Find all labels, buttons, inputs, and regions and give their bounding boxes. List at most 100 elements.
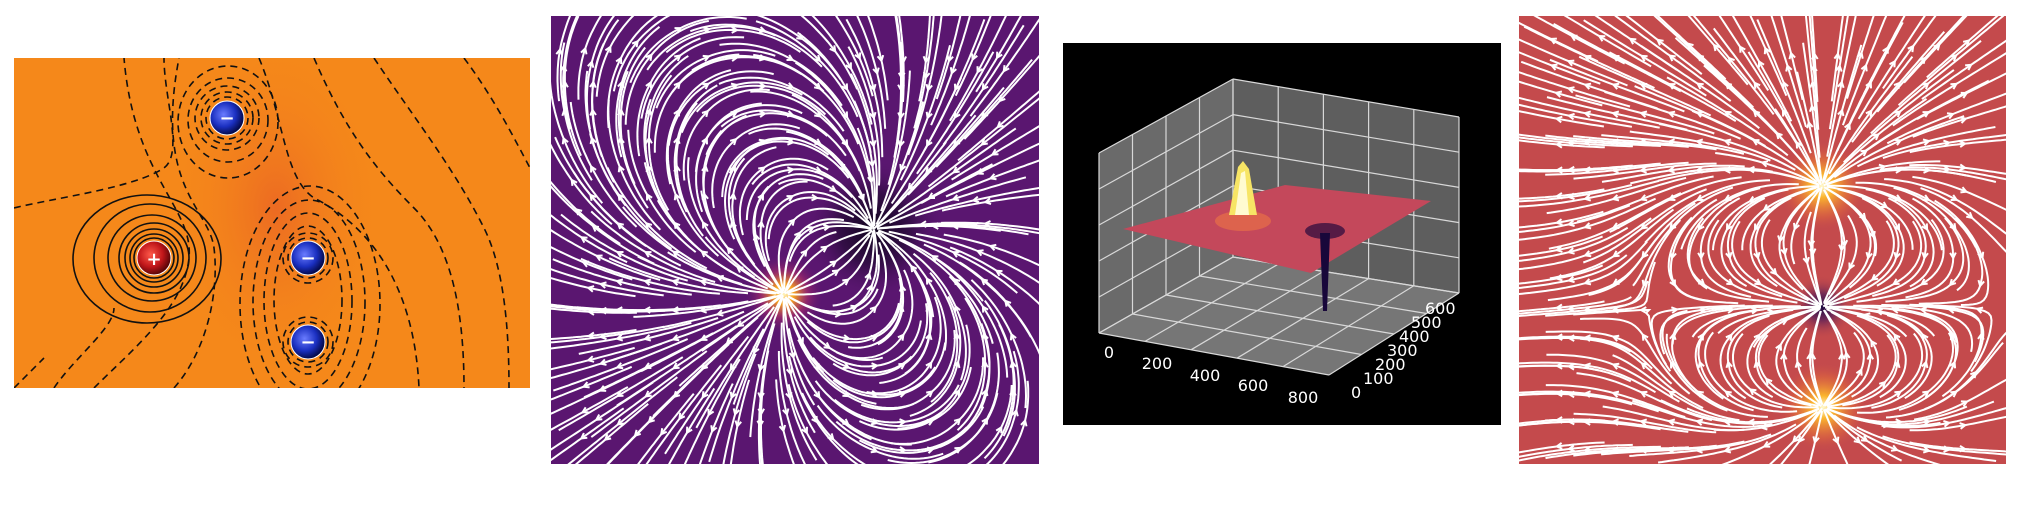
field-line bbox=[1731, 220, 1821, 308]
field-arrow bbox=[899, 163, 907, 172]
field-arrow bbox=[811, 193, 820, 202]
field-line bbox=[1811, 16, 1819, 102]
field-line bbox=[856, 16, 887, 129]
field-arrow bbox=[980, 138, 988, 146]
field-line bbox=[753, 53, 860, 145]
field-arrow bbox=[701, 220, 709, 229]
field-arrow bbox=[1751, 139, 1760, 146]
field-arrow bbox=[1611, 362, 1620, 370]
grid-line bbox=[1098, 78, 1234, 154]
field-arrow bbox=[1639, 418, 1648, 426]
field-arrow bbox=[1723, 138, 1732, 146]
field-arrow bbox=[1943, 420, 1952, 428]
field-arrow bbox=[1694, 446, 1703, 454]
field-line bbox=[559, 42, 593, 181]
field-line bbox=[1872, 197, 1927, 298]
field-line bbox=[1811, 310, 1824, 406]
field-line bbox=[907, 16, 943, 156]
field-arrow bbox=[782, 408, 790, 417]
field-line bbox=[1909, 164, 2006, 175]
field-line bbox=[897, 324, 971, 430]
field-line bbox=[612, 16, 671, 92]
field-line bbox=[1920, 187, 2006, 253]
field-line bbox=[1612, 354, 1740, 422]
charge-negative-middle-label: − bbox=[300, 248, 315, 269]
field-line bbox=[589, 133, 673, 250]
field-arrow bbox=[1753, 81, 1761, 89]
field-line bbox=[1519, 300, 1605, 313]
field-arrow bbox=[1919, 278, 1928, 286]
field-line bbox=[787, 230, 875, 296]
field-line bbox=[1519, 445, 1661, 462]
field-arrow bbox=[1666, 138, 1675, 146]
field-arrow bbox=[786, 166, 796, 174]
field-line bbox=[1909, 441, 2006, 453]
field-arrow bbox=[869, 83, 877, 92]
field-arrow bbox=[1907, 44, 1915, 53]
field-arrow bbox=[698, 306, 708, 314]
field-line bbox=[1826, 334, 1897, 408]
field-line bbox=[1790, 187, 1821, 265]
surface-mesh bbox=[1123, 161, 1431, 311]
field-line bbox=[1780, 16, 1804, 101]
field-line bbox=[850, 73, 878, 214]
field-line bbox=[665, 69, 732, 185]
field-line bbox=[720, 109, 847, 157]
field-line bbox=[1519, 240, 1648, 296]
field-arrow bbox=[854, 52, 862, 61]
field-line bbox=[879, 269, 933, 384]
field-arrow bbox=[1697, 360, 1705, 369]
field-line bbox=[1804, 16, 1821, 158]
field-arrow bbox=[1837, 108, 1845, 117]
field-line bbox=[1782, 307, 1822, 407]
field-line bbox=[1519, 217, 1652, 271]
field-line bbox=[941, 221, 1039, 231]
field-arrow bbox=[707, 408, 715, 417]
field-line bbox=[816, 404, 944, 460]
y-tick-0: 0 bbox=[1351, 383, 1361, 402]
field-arrow bbox=[702, 54, 711, 62]
field-arrow bbox=[715, 309, 724, 317]
dipole-streamplot bbox=[551, 16, 1039, 464]
field-arrow bbox=[1933, 43, 1941, 51]
field-line bbox=[1918, 217, 1984, 305]
field-arrow bbox=[988, 173, 997, 181]
field-arrow bbox=[1893, 360, 1901, 369]
field-line bbox=[590, 210, 716, 283]
field-line bbox=[1774, 108, 1822, 185]
field-line bbox=[791, 93, 872, 209]
field-arrow bbox=[813, 82, 822, 90]
field-arrow bbox=[983, 197, 992, 206]
field-line bbox=[847, 46, 881, 186]
field-arrow bbox=[598, 281, 607, 289]
field-line bbox=[1609, 176, 1742, 233]
field-arrow bbox=[1878, 380, 1887, 389]
field-arrow bbox=[1882, 45, 1889, 54]
field-arrow bbox=[1959, 140, 1968, 148]
field-line bbox=[551, 346, 635, 371]
field-arrow bbox=[800, 248, 808, 257]
field-arrow bbox=[616, 222, 625, 230]
field-line bbox=[637, 393, 695, 464]
field-arrow bbox=[1753, 251, 1761, 260]
field-line bbox=[784, 296, 884, 362]
field-arrow bbox=[1833, 51, 1842, 60]
field-line bbox=[1732, 333, 1819, 409]
field-arrow bbox=[685, 426, 693, 435]
field-arrow bbox=[671, 362, 680, 370]
field-arrow bbox=[827, 433, 835, 441]
field-arrow bbox=[710, 425, 718, 434]
field-line bbox=[551, 143, 613, 226]
field-arrow bbox=[729, 220, 737, 229]
field-arrow bbox=[1553, 90, 1563, 98]
field-line bbox=[1667, 216, 1739, 305]
field-arrow bbox=[1922, 390, 1930, 398]
field-arrow bbox=[603, 433, 612, 442]
field-arrow bbox=[1872, 133, 1880, 141]
field-line bbox=[941, 193, 1039, 212]
field-arrow bbox=[1894, 390, 1903, 398]
field-line bbox=[1576, 372, 1713, 422]
field-line bbox=[1585, 219, 1682, 312]
field-arrow bbox=[1666, 166, 1676, 174]
field-line bbox=[860, 329, 956, 411]
